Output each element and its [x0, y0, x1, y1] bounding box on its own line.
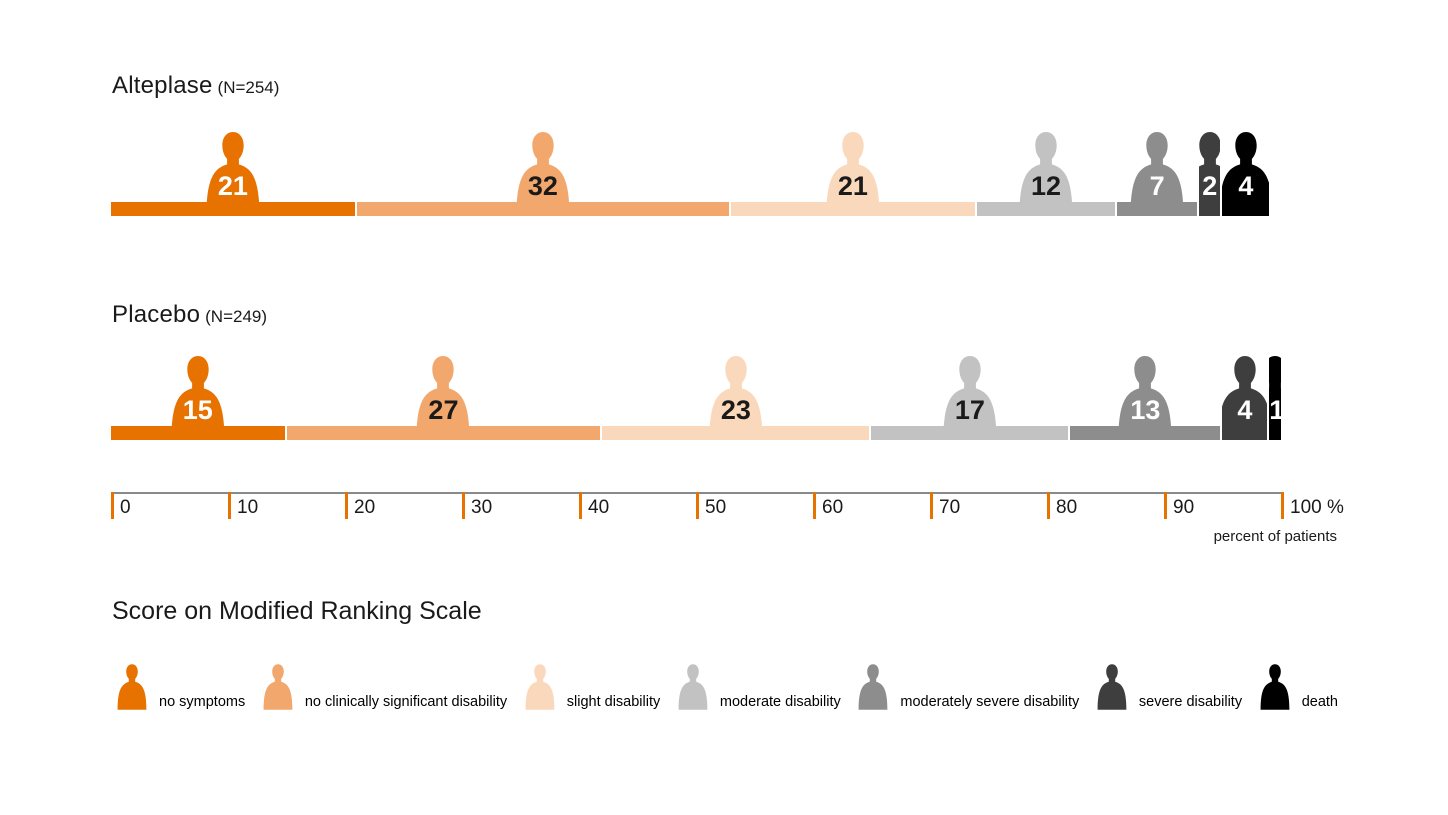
- segment-value: 21: [217, 171, 248, 201]
- legend-item-0: no symptoms: [112, 664, 245, 710]
- axis-tick-30: [462, 492, 465, 519]
- bar-placebo: 15 27 23 17 13 4 1: [111, 355, 1281, 440]
- bar-segment-alteplase-6: 4: [1222, 131, 1270, 216]
- segment-value: 23: [720, 395, 751, 425]
- person-icon: [1260, 664, 1290, 710]
- axis-tick-label-60: 60: [822, 497, 844, 518]
- axis-tick-80: [1047, 492, 1050, 519]
- group-label: Placebo: [112, 301, 201, 328]
- bar-segment-placebo-3: 17: [871, 355, 1071, 440]
- segment-value: 7: [1149, 171, 1165, 201]
- legend-item-4: moderately severe disability: [853, 664, 1079, 710]
- group-n-label: (N=254): [217, 78, 280, 97]
- legend-item-5: severe disability: [1092, 664, 1242, 710]
- bar-segment-placebo-2: 23: [602, 355, 872, 440]
- axis-tick-90: [1164, 492, 1167, 519]
- person-icon: [206, 132, 260, 216]
- bar-segment-placebo-6: 1: [1269, 355, 1281, 440]
- person-icon: [858, 664, 888, 710]
- segment-value: 32: [527, 171, 558, 201]
- segment-value: 2: [1202, 171, 1218, 201]
- axis-tick-10: [228, 492, 231, 519]
- segment-value: 1: [1269, 395, 1281, 425]
- person-icon: [1118, 356, 1172, 440]
- axis-tick-label-40: 40: [588, 497, 610, 518]
- legend-label: severe disability: [1138, 693, 1243, 710]
- axis-tick-0: [111, 492, 114, 519]
- segment-value: 12: [1030, 171, 1061, 201]
- legend-item-3: moderate disability: [673, 664, 841, 710]
- group-title-alteplase: Alteplase (N=254): [112, 72, 279, 100]
- segment-value: 15: [182, 395, 213, 425]
- legend-label: no symptoms: [159, 693, 246, 710]
- legend-label: no clinically significant disability: [304, 693, 508, 710]
- axis-tick-label-0: 0: [120, 497, 131, 518]
- axis-tick-100: [1281, 492, 1284, 519]
- person-icon: [1222, 132, 1270, 216]
- axis-tick-label-90: 90: [1173, 497, 1195, 518]
- person-icon: [1097, 664, 1127, 710]
- axis-tick-40: [579, 492, 582, 519]
- bar-segment-alteplase-5: 2: [1199, 131, 1223, 216]
- person-icon: [171, 356, 225, 440]
- axis-tick-label-70: 70: [939, 497, 961, 518]
- axis-tick-70: [930, 492, 933, 519]
- bar-segment-placebo-1: 27: [286, 355, 603, 440]
- person-icon: [678, 664, 708, 710]
- axis-tick-label-30: 30: [471, 497, 493, 518]
- legend: no symptoms no clinically significant dis…: [112, 660, 1338, 710]
- bar-segment-alteplase-3: 12: [976, 131, 1118, 216]
- bar-segment-placebo-4: 13: [1070, 355, 1223, 440]
- bar-segment-placebo-5: 4: [1222, 355, 1270, 440]
- legend-label: slight disability: [566, 693, 661, 710]
- axis-tick-60: [813, 492, 816, 519]
- person-icon: [826, 132, 880, 216]
- group-n-label: (N=249): [205, 307, 268, 326]
- axis-tick-label-50: 50: [705, 497, 727, 518]
- segment-value: 4: [1237, 395, 1253, 425]
- segment-value: 13: [1130, 395, 1161, 425]
- axis-tick-label-100: 100 %: [1290, 497, 1344, 518]
- axis-tick-label-10: 10: [237, 497, 259, 518]
- bar-segment-placebo-0: 15: [111, 355, 287, 440]
- person-icon: [1019, 132, 1073, 216]
- legend-item-1: no clinically significant disability: [258, 664, 507, 710]
- legend-item-6: death: [1255, 664, 1338, 710]
- group-label: Alteplase: [112, 72, 213, 99]
- group-title-placebo: Placebo (N=249): [112, 301, 267, 329]
- person-icon: [117, 664, 147, 710]
- person-icon: [416, 356, 470, 440]
- legend-item-2: slight disability: [520, 664, 661, 710]
- legend-label: moderately severe disability: [900, 693, 1080, 710]
- axis-tick-label-20: 20: [354, 497, 376, 518]
- person-icon: [516, 132, 570, 216]
- person-icon: [1199, 132, 1221, 216]
- segment-value: 27: [428, 395, 459, 425]
- person-icon: [1269, 356, 1281, 440]
- segment-value: 17: [954, 395, 985, 425]
- legend-label: death: [1301, 693, 1338, 710]
- legend-title: Score on Modified Ranking Scale: [112, 597, 482, 625]
- axis-tick-20: [345, 492, 348, 519]
- axis-caption: percent of patients: [1213, 528, 1337, 545]
- bar-segment-alteplase-0: 21: [111, 131, 357, 216]
- bar-alteplase: 21 32 21 12 7 2 4: [111, 131, 1270, 216]
- person-icon: [525, 664, 555, 710]
- person-icon: [709, 356, 763, 440]
- person-icon: [263, 664, 293, 710]
- segment-value: 4: [1238, 171, 1254, 201]
- axis-tick-50: [696, 492, 699, 519]
- axis-tick-label-80: 80: [1056, 497, 1078, 518]
- bar-segment-alteplase-4: 7: [1117, 131, 1200, 216]
- person-icon: [1130, 132, 1184, 216]
- person-icon: [1222, 356, 1268, 440]
- bar-segment-alteplase-1: 32: [356, 131, 732, 216]
- segment-value: 21: [837, 171, 868, 201]
- bar-segment-alteplase-2: 21: [731, 131, 977, 216]
- legend-label: moderate disability: [719, 693, 841, 710]
- person-icon: [943, 356, 997, 440]
